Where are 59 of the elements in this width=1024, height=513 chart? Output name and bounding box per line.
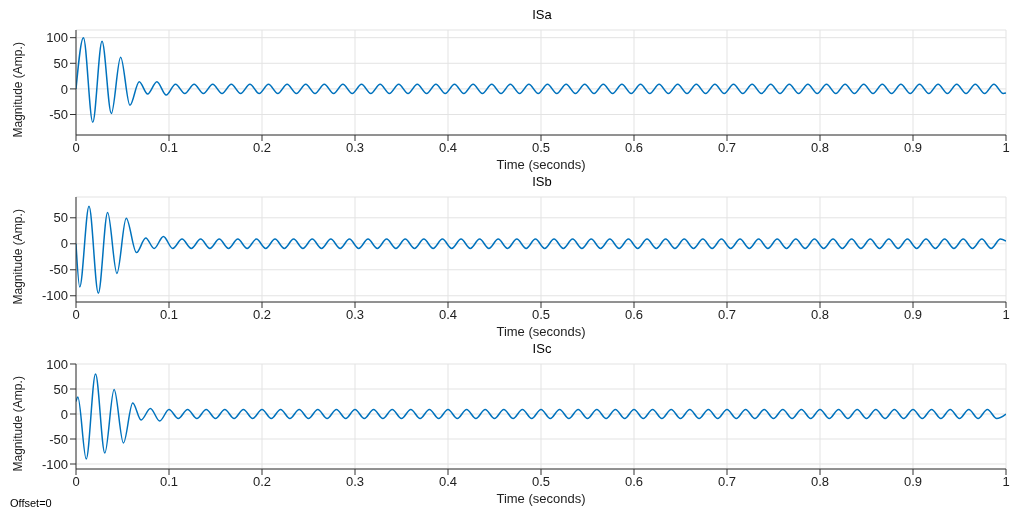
y-tick-label: 100 — [46, 30, 68, 46]
chart-title: ISa — [531, 7, 553, 22]
text: Offset=0 — [10, 497, 52, 509]
y-tick-label: -100 — [41, 456, 68, 472]
x-tick-label: 0 — [72, 307, 80, 323]
x-tick-label: 0.3 — [345, 307, 365, 323]
y-tick-label: -100 — [41, 288, 68, 304]
x-tick-label: 0.2 — [252, 474, 272, 490]
y-tick-label: 50 — [53, 381, 68, 397]
line-series — [76, 36, 1006, 123]
x-tick-label: 0.5 — [531, 307, 551, 323]
x-tick-label: 0.6 — [624, 474, 644, 490]
line-series — [76, 373, 1006, 460]
y-tick-label: 100 — [46, 356, 68, 372]
x-tick-label: 0.8 — [810, 307, 830, 323]
x-tick-label: 0.1 — [159, 474, 179, 490]
x-tick-label: 0.2 — [252, 140, 272, 156]
x-tick-label: 0.1 — [159, 307, 179, 323]
x-tick-label: 0.8 — [810, 474, 830, 490]
x-tick-label: 1 — [1002, 307, 1010, 323]
x-tick-label: 0.5 — [531, 140, 551, 156]
y-tick-label: 0 — [60, 81, 68, 97]
x-axis-title: Time (seconds) — [496, 491, 586, 506]
x-tick-label: 0.7 — [717, 307, 737, 323]
x-tick-label: 0.9 — [903, 140, 923, 156]
chart-title: ISc — [531, 341, 553, 356]
x-tick-label: 0.6 — [624, 307, 644, 323]
line-series — [76, 205, 1006, 294]
y-axis-title: Magnitude (Amp.) — [11, 209, 26, 305]
x-tick-label: 0.3 — [345, 474, 365, 490]
x-tick-label: 0.2 — [252, 307, 272, 323]
x-tick-label: 0.7 — [717, 140, 737, 156]
chart-title: ISb — [531, 174, 553, 189]
x-tick-label: 0.4 — [438, 474, 458, 490]
y-tick-label: -50 — [49, 107, 68, 123]
x-tick-label: 0.6 — [624, 140, 644, 156]
x-tick-label: 0.9 — [903, 474, 923, 490]
x-tick-label: 0.1 — [159, 140, 179, 156]
x-tick-label: 0.3 — [345, 140, 365, 156]
x-tick-label: 0 — [72, 474, 80, 490]
x-tick-label: 0 — [72, 140, 80, 156]
x-tick-label: 1 — [1002, 474, 1010, 490]
x-tick-label: 0.4 — [438, 307, 458, 323]
x-tick-label: 0.9 — [903, 307, 923, 323]
y-tick-label: 0 — [60, 236, 68, 252]
x-tick-label: 0.8 — [810, 140, 830, 156]
x-tick-label: 0.7 — [717, 474, 737, 490]
y-tick-label: -50 — [49, 262, 68, 278]
y-tick-label: 0 — [60, 406, 68, 422]
x-tick-label: 0.5 — [531, 474, 551, 490]
x-tick-label: 1 — [1002, 140, 1010, 156]
x-axis-title: Time (seconds) — [496, 324, 586, 339]
y-axis-title: Magnitude (Amp.) — [11, 376, 26, 472]
x-tick-label: 0.4 — [438, 140, 458, 156]
y-tick-label: 50 — [53, 55, 68, 71]
x-axis-title: Time (seconds) — [496, 157, 586, 172]
y-tick-label: 50 — [53, 210, 68, 226]
y-tick-label: -50 — [49, 431, 68, 447]
y-axis-title: Magnitude (Amp.) — [11, 42, 26, 138]
